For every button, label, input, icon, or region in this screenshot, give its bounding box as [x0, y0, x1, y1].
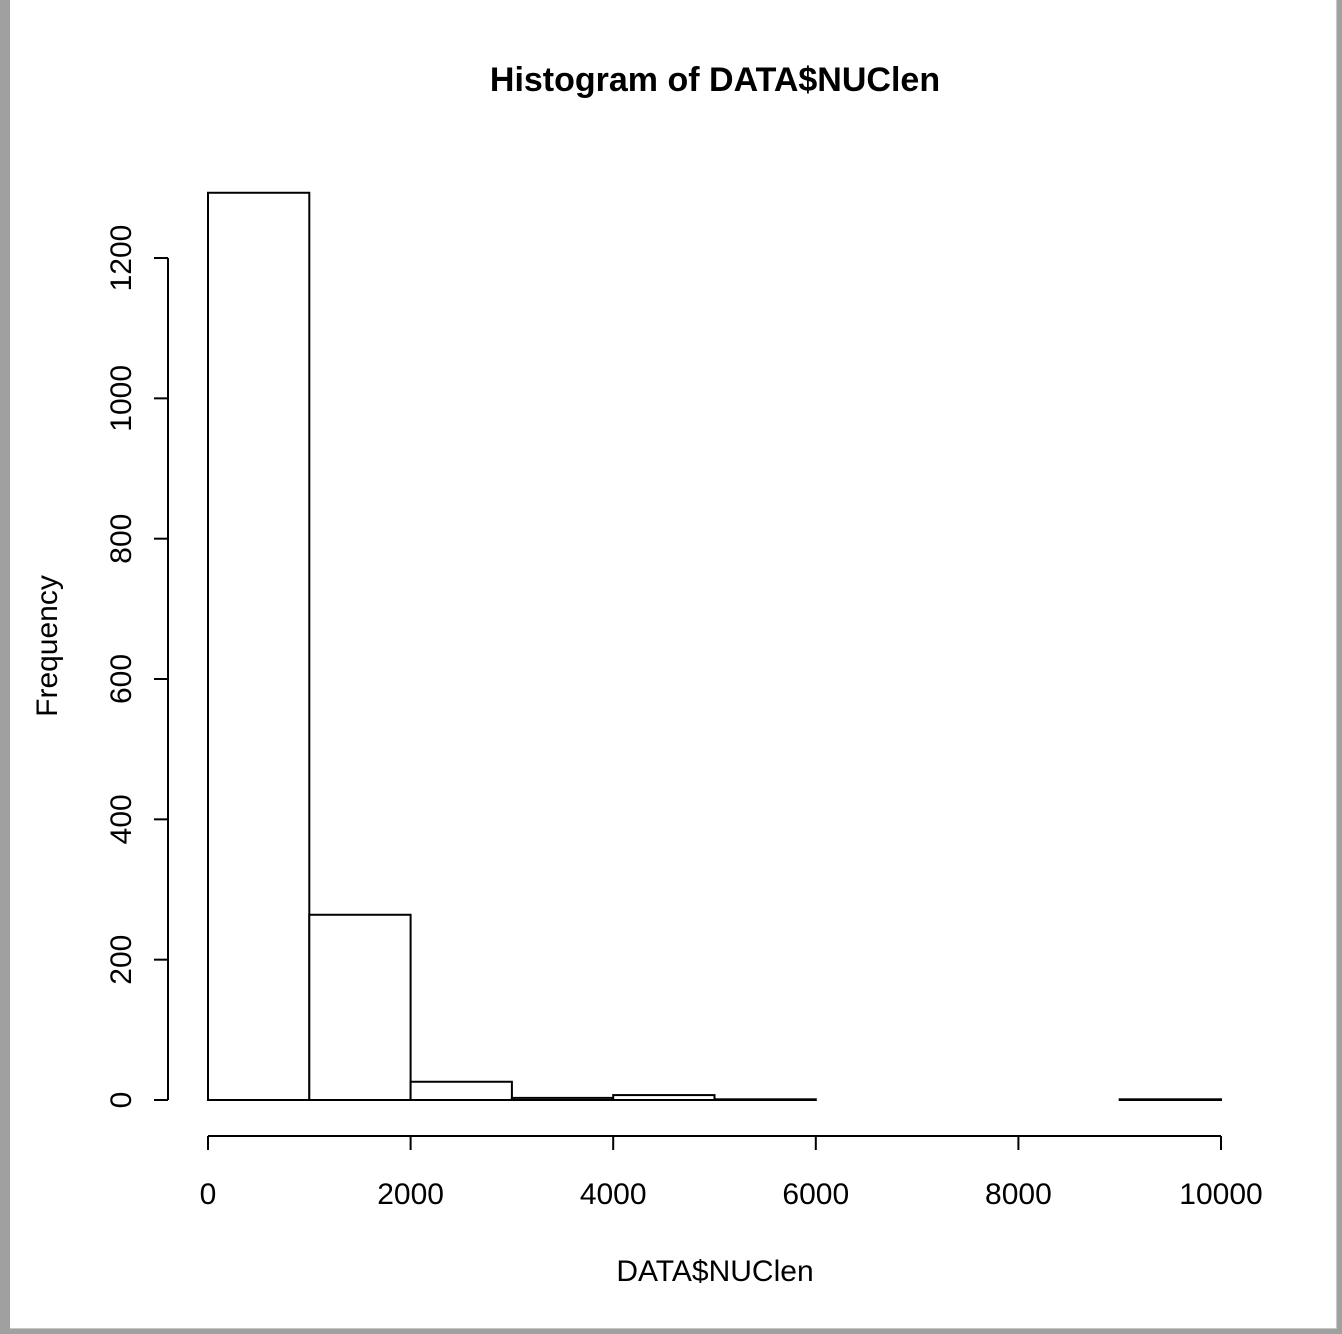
y-tick-label-0: 0: [105, 1092, 138, 1109]
histogram-bar-1: [308, 913, 412, 1101]
y-axis-label: Frequency: [31, 575, 64, 717]
histogram-bar-9: [1118, 1098, 1222, 1101]
histogram-bar-3: [510, 1096, 615, 1101]
x-tick-label-1: 2000: [377, 1178, 444, 1211]
x-tick-label-3: 6000: [782, 1178, 849, 1211]
x-axis: 0 2000 4000 6000 8000 10000: [200, 1135, 1263, 1211]
y-tick-label-4: 800: [105, 514, 138, 564]
x-axis-label: DATA$NUClen: [616, 1255, 813, 1288]
y-tick-label-2: 400: [105, 794, 138, 844]
histogram-bar-0: [207, 191, 311, 1102]
histogram-bar-5: [713, 1098, 817, 1101]
histogram-chart: Histogram of DATA$NUClen 0 2000 4000 6000 80…: [31, 61, 1263, 1288]
chart-title: Histogram of DATA$NUClen: [490, 61, 940, 99]
x-tick-label-4: 8000: [985, 1178, 1052, 1211]
x-tick-label-5: 10000: [1179, 1178, 1262, 1211]
y-tick-label-3: 600: [105, 654, 138, 704]
x-tick-label-2: 4000: [580, 1178, 647, 1211]
x-tick-label-0: 0: [200, 1178, 217, 1211]
y-tick-label-6: 1200: [105, 225, 138, 292]
histogram-bar-2: [409, 1080, 513, 1101]
y-tick-label-1: 200: [105, 935, 138, 985]
y-axis: 0 200 400 600 800 1000 1200: [105, 225, 169, 1109]
plot-window: Histogram of DATA$NUClen 0 2000 4000 6000 80…: [10, 0, 1337, 1329]
histogram-bar-4: [612, 1094, 716, 1102]
y-tick-label-5: 1000: [105, 365, 138, 432]
bars-group: [207, 191, 1222, 1102]
